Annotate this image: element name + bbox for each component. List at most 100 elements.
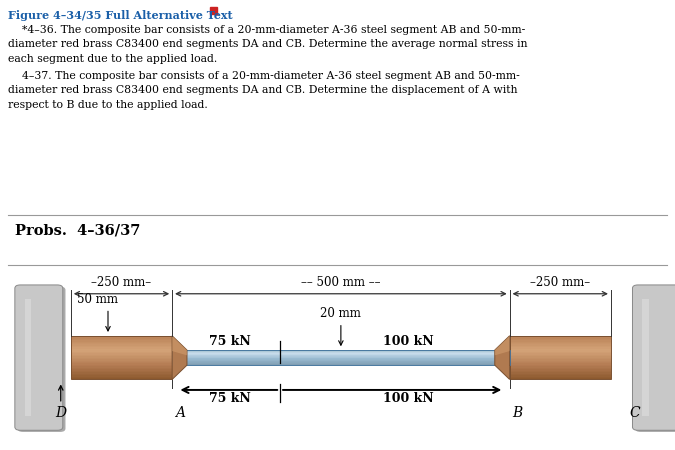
Text: 100 kN: 100 kN bbox=[383, 335, 433, 348]
Bar bbox=[510, 375, 611, 377]
Text: Probs.  4–36/37: Probs. 4–36/37 bbox=[15, 224, 140, 238]
Text: A: A bbox=[176, 406, 185, 420]
Bar bbox=[172, 356, 510, 357]
Text: B: B bbox=[512, 406, 523, 420]
Bar bbox=[71, 336, 172, 379]
Text: –250 mm–: –250 mm– bbox=[530, 276, 591, 289]
Bar bbox=[510, 377, 611, 378]
Text: –– 500 mm ––: –– 500 mm –– bbox=[301, 276, 381, 289]
Bar bbox=[71, 378, 172, 379]
Bar bbox=[71, 339, 172, 340]
Bar bbox=[172, 354, 510, 355]
FancyBboxPatch shape bbox=[15, 285, 63, 430]
Bar bbox=[71, 360, 172, 362]
Text: *4–36. The composite bar consists of a 20-mm-diameter A-36 steel segment AB and : *4–36. The composite bar consists of a 2… bbox=[8, 25, 527, 64]
Bar bbox=[510, 371, 611, 372]
Bar bbox=[510, 366, 611, 368]
Bar bbox=[71, 372, 172, 374]
Bar bbox=[172, 353, 510, 354]
Text: Figure 4–34/35 Full Alternative Text: Figure 4–34/35 Full Alternative Text bbox=[8, 10, 233, 21]
Bar bbox=[510, 343, 611, 345]
Bar bbox=[510, 372, 611, 374]
Bar bbox=[510, 359, 611, 360]
Bar bbox=[510, 336, 611, 337]
Bar bbox=[510, 349, 611, 350]
Text: 100 kN: 100 kN bbox=[383, 392, 433, 405]
FancyBboxPatch shape bbox=[632, 285, 675, 430]
Bar bbox=[71, 350, 172, 352]
Text: D: D bbox=[55, 406, 66, 420]
Bar bbox=[71, 371, 172, 372]
Bar bbox=[510, 378, 611, 379]
Bar bbox=[172, 352, 510, 353]
Bar bbox=[510, 352, 611, 353]
Bar bbox=[210, 7, 217, 14]
Text: C: C bbox=[629, 406, 640, 420]
Text: –250 mm–: –250 mm– bbox=[91, 276, 152, 289]
Bar bbox=[510, 362, 611, 364]
Bar bbox=[510, 342, 611, 343]
Bar bbox=[510, 345, 611, 346]
Bar bbox=[71, 336, 172, 337]
Bar bbox=[510, 355, 611, 356]
Bar bbox=[71, 368, 172, 369]
Bar bbox=[510, 364, 611, 365]
Bar bbox=[71, 337, 172, 339]
Bar bbox=[71, 347, 172, 349]
Bar bbox=[172, 361, 510, 362]
Bar bbox=[71, 366, 172, 368]
Bar bbox=[510, 365, 611, 366]
Bar bbox=[172, 362, 510, 363]
Bar bbox=[510, 369, 611, 371]
Bar bbox=[71, 362, 172, 364]
Bar bbox=[172, 357, 510, 358]
Bar bbox=[510, 368, 611, 369]
Bar bbox=[510, 347, 611, 349]
Bar bbox=[510, 374, 611, 375]
Bar bbox=[71, 340, 172, 342]
Bar bbox=[510, 337, 611, 339]
Bar bbox=[510, 340, 611, 342]
Bar bbox=[71, 356, 172, 358]
Bar bbox=[510, 358, 611, 359]
Bar bbox=[172, 363, 510, 364]
Bar bbox=[172, 359, 510, 360]
Polygon shape bbox=[172, 336, 187, 379]
Polygon shape bbox=[495, 336, 510, 356]
Bar bbox=[71, 358, 172, 359]
Text: 4–37. The composite bar consists of a 20-mm-diameter A-36 steel segment AB and 5: 4–37. The composite bar consists of a 20… bbox=[8, 71, 520, 110]
Bar bbox=[510, 339, 611, 340]
Text: 50 mm: 50 mm bbox=[78, 292, 118, 306]
Bar bbox=[172, 350, 510, 365]
Bar bbox=[172, 360, 510, 361]
Bar bbox=[71, 353, 172, 355]
Text: 75 kN: 75 kN bbox=[209, 335, 250, 348]
Bar bbox=[71, 365, 172, 366]
Polygon shape bbox=[495, 336, 510, 379]
Polygon shape bbox=[172, 336, 187, 356]
Bar bbox=[172, 351, 510, 352]
Bar bbox=[71, 346, 172, 347]
Bar bbox=[71, 342, 172, 343]
Bar bbox=[172, 355, 510, 356]
Bar bbox=[172, 350, 510, 351]
Bar bbox=[71, 359, 172, 360]
Text: 20 mm: 20 mm bbox=[321, 307, 361, 320]
Bar bbox=[71, 369, 172, 371]
Bar bbox=[510, 356, 611, 358]
FancyBboxPatch shape bbox=[18, 287, 65, 432]
Bar bbox=[71, 364, 172, 365]
Bar bbox=[71, 374, 172, 375]
FancyBboxPatch shape bbox=[635, 287, 675, 432]
Bar bbox=[71, 355, 172, 356]
Bar bbox=[71, 343, 172, 345]
Bar bbox=[71, 375, 172, 377]
Bar bbox=[172, 358, 510, 359]
Bar bbox=[71, 377, 172, 378]
Bar bbox=[510, 346, 611, 347]
Bar bbox=[510, 353, 611, 355]
Bar bbox=[71, 345, 172, 346]
Text: 75 kN: 75 kN bbox=[209, 392, 250, 405]
Bar bbox=[510, 360, 611, 362]
Bar bbox=[71, 349, 172, 350]
